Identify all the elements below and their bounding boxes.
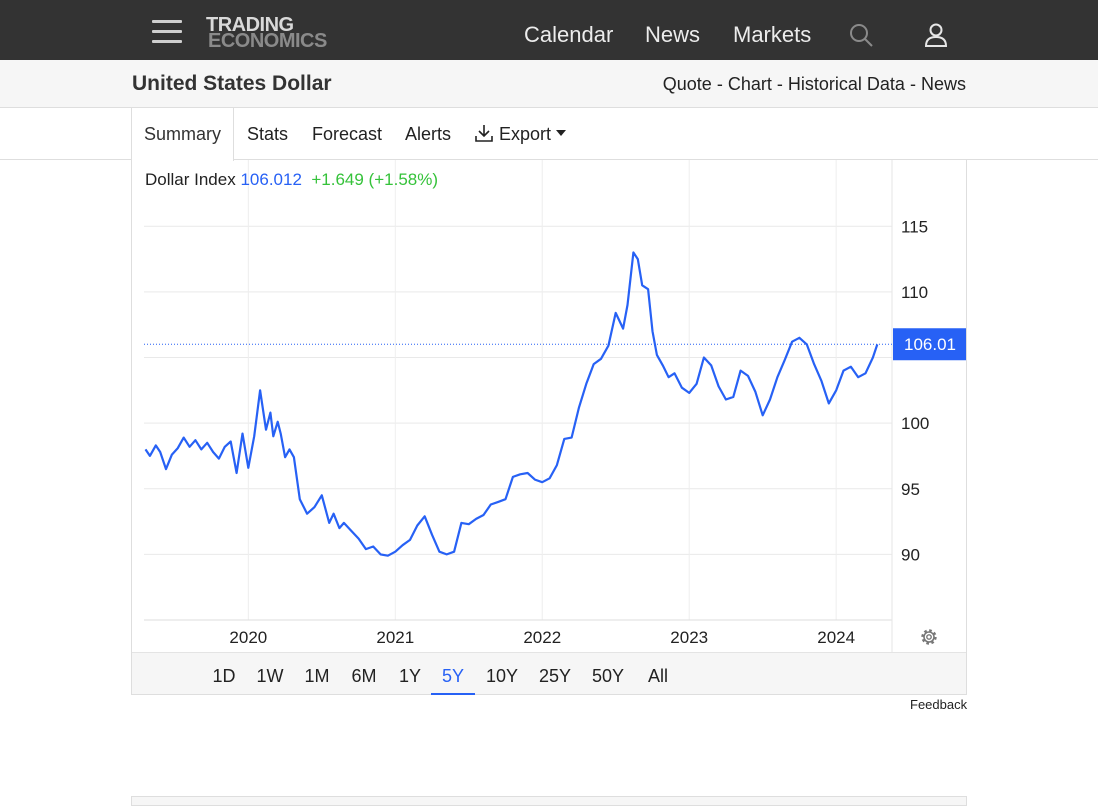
- x-axis-ticks: 2020 2021 2022 2023 2024: [229, 628, 855, 647]
- x-tick-label: 2020: [229, 628, 267, 647]
- link-news[interactable]: News: [921, 74, 966, 94]
- range-1m-button[interactable]: 1M: [297, 653, 337, 695]
- section-links: Quote - Chart - Historical Data - News: [663, 74, 966, 95]
- y-tick-label: 95: [901, 480, 920, 499]
- caret-down-icon: [556, 129, 566, 137]
- next-section-panel: [131, 796, 967, 806]
- instrument-change: +1.649 (+1.58%): [311, 170, 438, 189]
- tab-alerts[interactable]: Alerts: [405, 108, 451, 160]
- y-tick-label: 110: [901, 283, 928, 302]
- last-price-label: 106.01: [904, 335, 956, 354]
- last-price-badge: 106.01: [893, 328, 966, 360]
- x-tick-label: 2022: [523, 628, 561, 647]
- y-tick-label: 90: [901, 545, 920, 564]
- range-25y-button[interactable]: 25Y: [533, 653, 577, 695]
- quote-header: Dollar Index 106.012 +1.649 (+1.58%): [145, 170, 438, 190]
- gear-icon[interactable]: [923, 631, 936, 644]
- range-1w-button[interactable]: 1W: [250, 653, 290, 695]
- y-tick-label: 100: [901, 414, 929, 433]
- range-1d-button[interactable]: 1D: [204, 653, 244, 695]
- export-button[interactable]: Export: [474, 108, 566, 160]
- separator: -: [777, 74, 783, 94]
- separator: -: [910, 74, 916, 94]
- chart-panel: 2020 2021 2022 2023 2024 90 95 100 110 115 106.0…: [131, 160, 967, 695]
- range-all-button[interactable]: All: [638, 653, 678, 695]
- link-quote[interactable]: Quote: [663, 74, 712, 94]
- link-historical-data[interactable]: Historical Data: [788, 74, 905, 94]
- price-chart[interactable]: 2020 2021 2022 2023 2024 90 95 100 110 115 106.0…: [132, 160, 966, 652]
- user-icon[interactable]: [922, 21, 950, 49]
- range-selector: 1D 1W 1M 6M 1Y 5Y 10Y 25Y 50Y All: [132, 652, 966, 694]
- x-tick-label: 2023: [670, 628, 708, 647]
- y-axis-ticks: 90 95 100 110 115: [901, 217, 929, 564]
- range-1y-button[interactable]: 1Y: [390, 653, 430, 695]
- separator: -: [717, 74, 723, 94]
- export-label: Export: [499, 124, 551, 144]
- download-icon: [474, 123, 494, 143]
- page-title: United States Dollar: [132, 72, 332, 96]
- logo-line-2: ECONOMICS: [208, 31, 327, 51]
- series-line-dollar-index[interactable]: [146, 253, 878, 556]
- range-5y-button[interactable]: 5Y: [431, 653, 475, 695]
- link-chart[interactable]: Chart: [728, 74, 772, 94]
- grid-lines: [144, 160, 892, 620]
- nav-link-news[interactable]: News: [645, 22, 700, 48]
- top-navigation-bar: TRADING ECONOMICS Calendar News Markets: [0, 0, 1098, 60]
- tab-summary[interactable]: Summary: [131, 108, 234, 161]
- range-50y-button[interactable]: 50Y: [586, 653, 630, 695]
- y-tick-label: 115: [901, 217, 928, 236]
- tab-stats[interactable]: Stats: [247, 108, 288, 160]
- x-tick-label: 2021: [376, 628, 414, 647]
- search-icon[interactable]: [848, 22, 874, 48]
- tab-bar: Summary Stats Forecast Alerts Export: [0, 108, 1098, 160]
- nav-link-calendar[interactable]: Calendar: [524, 22, 613, 48]
- range-6m-button[interactable]: 6M: [344, 653, 384, 695]
- instrument-value: 106.012: [240, 170, 301, 189]
- instrument-name: Dollar Index: [145, 170, 236, 189]
- range-10y-button[interactable]: 10Y: [480, 653, 524, 695]
- title-bar: United States Dollar Quote - Chart - His…: [0, 60, 1098, 108]
- nav-link-markets[interactable]: Markets: [733, 22, 811, 48]
- x-tick-label: 2024: [817, 628, 855, 647]
- tab-forecast[interactable]: Forecast: [312, 108, 382, 160]
- feedback-link[interactable]: Feedback: [910, 697, 967, 712]
- logo[interactable]: TRADING ECONOMICS: [206, 15, 356, 53]
- menu-icon[interactable]: [152, 19, 182, 45]
